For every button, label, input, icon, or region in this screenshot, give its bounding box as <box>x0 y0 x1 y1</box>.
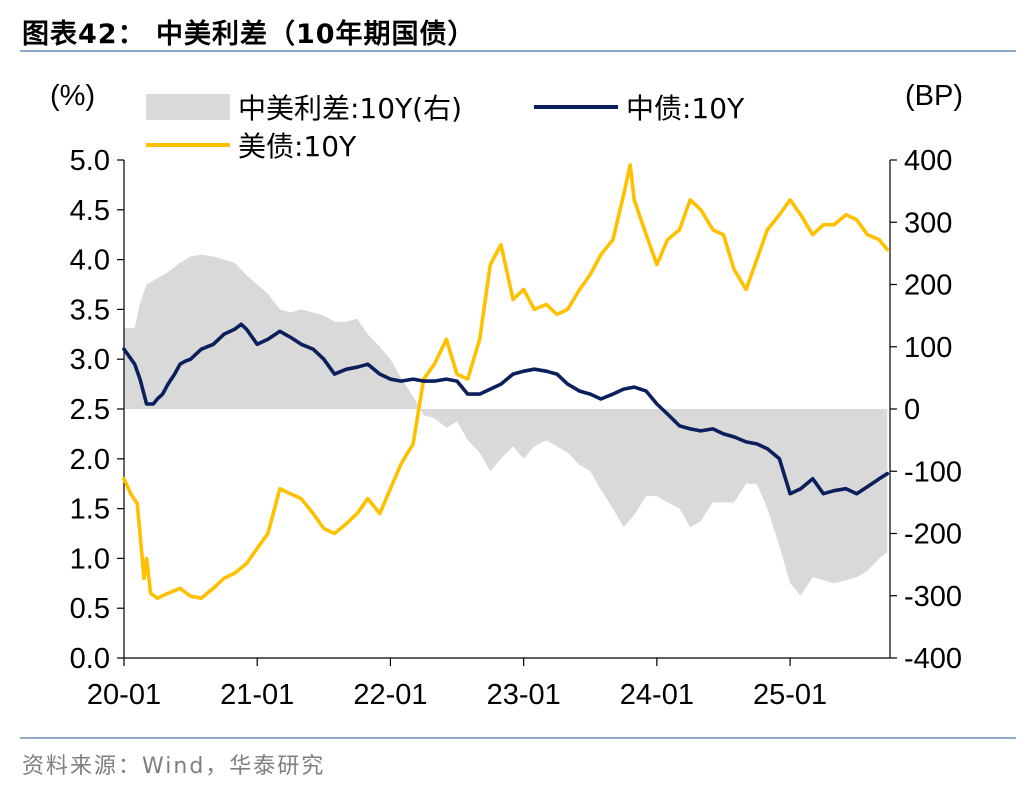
spread-area <box>124 254 888 596</box>
figure-title: 图表42： 中美利差（10年期国债） <box>22 19 476 50</box>
right-axis-tick-label: -400 <box>904 643 962 675</box>
x-axis-tick-label: 20-01 <box>87 679 161 711</box>
right-axis-tick-label: 0 <box>904 394 920 426</box>
spread-area-layer <box>124 254 888 596</box>
left-axis-tick-label: 1.0 <box>70 543 110 575</box>
axes-layer: 0.0 0.5 1.0 1.5 2.0 2.5 3.0 3.5 4.0 4.5 5.0 -400 -30… <box>50 80 963 711</box>
us10y-line <box>122 163 890 601</box>
legend: 中美利差:10Y(右) 中债:10Y 美债:10Y <box>146 92 745 163</box>
left-axis-tick-label: 4.5 <box>70 195 110 227</box>
right-axis-tick-label: -200 <box>904 519 962 551</box>
x-axis-tick-label: 21-01 <box>220 679 294 711</box>
source-divider <box>20 737 1016 739</box>
left-axis-tick-label: 1.5 <box>70 494 110 526</box>
right-axis-tick-label: -100 <box>904 456 962 488</box>
legend-label-cn10y: 中债:10Y <box>626 92 745 125</box>
x-axis-tick-label: 25-01 <box>753 679 827 711</box>
cn10y-line <box>122 322 890 496</box>
left-axis-tick-label: 3.5 <box>70 294 110 326</box>
left-axis-tick-label: 2.0 <box>70 444 110 476</box>
legend-swatch-spread <box>146 94 230 120</box>
right-axis-tick-label: 400 <box>904 145 952 177</box>
left-axis-tick-label: 5.0 <box>70 145 110 177</box>
x-axis-tick-label: 23-01 <box>487 679 561 711</box>
left-axis-tick-label: 3.0 <box>70 344 110 376</box>
right-axis-tick-label: 100 <box>904 332 952 364</box>
right-axis-tick-label: -300 <box>904 581 962 613</box>
left-axis-tick-label: 2.5 <box>70 394 110 426</box>
series-lines-layer <box>122 163 890 601</box>
x-axis-tick-label: 22-01 <box>353 679 427 711</box>
legend-label-us10y: 美债:10Y <box>238 130 357 163</box>
title-divider <box>20 50 1016 52</box>
left-axis-unit: (%) <box>50 80 95 112</box>
left-axis-tick-label: 4.0 <box>70 245 110 277</box>
right-axis-tick-label: 300 <box>904 207 952 239</box>
legend-label-spread: 中美利差:10Y(右) <box>238 92 462 125</box>
left-axis-tick-label: 0.0 <box>70 643 110 675</box>
x-axis-tick-label: 24-01 <box>620 679 694 711</box>
right-axis-tick-label: 200 <box>904 270 952 302</box>
source-note: 资料来源：Wind，华泰研究 <box>22 754 326 779</box>
right-axis-unit: (BP) <box>905 80 963 112</box>
left-axis-tick-label: 0.5 <box>70 593 110 625</box>
